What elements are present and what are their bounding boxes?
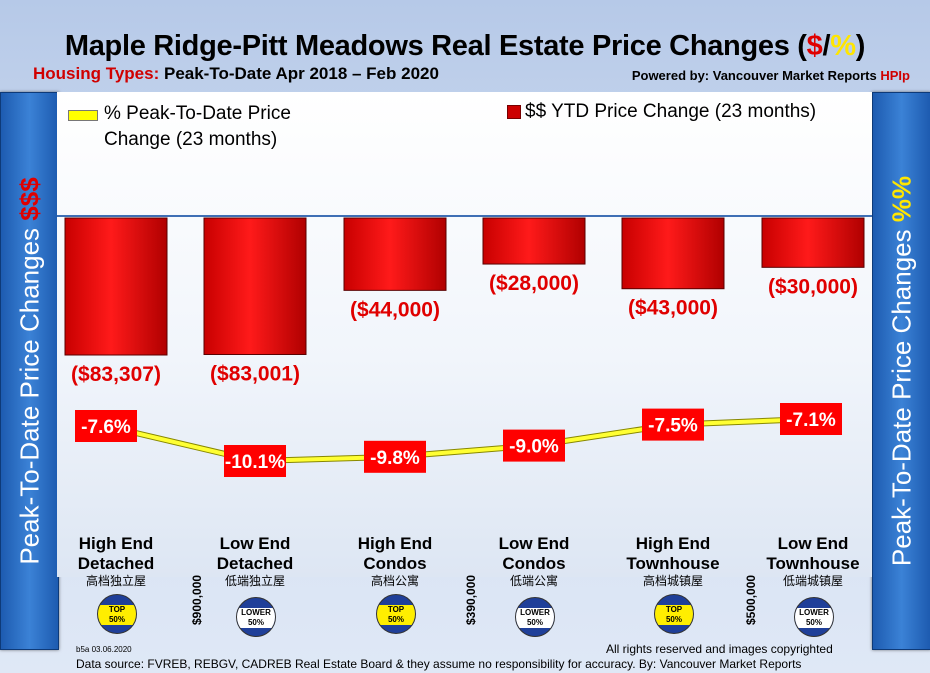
category-label-4: High End Townhouse 高档城镇屋: [608, 534, 738, 588]
bar-0: [64, 217, 168, 356]
lower-50-badge: LOWER 50%: [794, 597, 834, 637]
category-line2: Condos: [502, 554, 566, 573]
pct-label-box-5: [780, 403, 842, 435]
legend-dollar: $$ YTD Price Change (23 months): [507, 99, 816, 125]
badge-text: LOWER 50%: [237, 608, 275, 628]
bar-label-3: ($28,000): [489, 272, 579, 295]
pct-label-5: -7.1%: [786, 410, 836, 431]
threshold-label-condos: $390,000: [464, 574, 478, 625]
legend-line-swatch: [68, 110, 98, 121]
pct-label-box-2: [364, 440, 426, 473]
footer-code: b5a 03.06.2020: [76, 645, 132, 654]
category-label-2: High End Condos 高档公寓: [330, 534, 460, 588]
category-chinese: 低端独立屋: [224, 574, 285, 588]
bar-label-4: ($43,000): [628, 297, 718, 320]
pct-label-box-1: [224, 445, 286, 477]
top-50-badge: TOP 50%: [376, 594, 416, 634]
pct-label-3: -9.0%: [509, 437, 559, 458]
footer-rights: All rights reserved and images copyright…: [606, 642, 833, 656]
bar-3: [482, 217, 586, 265]
pct-label-0: -7.6%: [81, 417, 131, 438]
category-chinese: 高档城镇屋: [642, 574, 703, 588]
category-chinese: 低端公寓: [509, 574, 558, 588]
category-line1: High End: [78, 534, 154, 553]
category-chinese: 高档独立屋: [85, 574, 146, 588]
plot-area: [57, 92, 872, 577]
bar-label-5: ($30,000): [768, 275, 858, 298]
category-line1: Low End: [219, 534, 291, 553]
pct-label-box-3: [503, 429, 565, 462]
category-line2: Detached: [216, 554, 294, 573]
chart-title: Maple Ridge-Pitt Meadows Real Estate Pri…: [64, 30, 866, 62]
threshold-label-townhouse: $500,000: [744, 574, 758, 625]
category-line1: Low End: [498, 534, 570, 553]
category-label-0: High End Detached 高档独立屋: [51, 534, 181, 588]
pct-label-box-4: [642, 408, 704, 441]
category-label-1: Low End Detached 低端独立屋: [190, 534, 320, 588]
category-line2: Detached: [77, 554, 155, 573]
category-line1: High End: [635, 534, 711, 553]
left-axis-banner: Peak-To-Date Price Changes $$$: [0, 92, 59, 650]
pct-label-1: -10.1%: [225, 452, 285, 473]
badge-text: TOP 50%: [98, 605, 136, 625]
legend-bar-swatch: [507, 105, 521, 119]
category-chinese: 高档公寓: [370, 574, 419, 588]
category-line2: Condos: [363, 554, 427, 573]
category-label-5: Low End Townhouse 低端城镇屋: [748, 534, 878, 588]
right-axis-banner: Peak-To-Date Price Changes %%: [872, 92, 930, 650]
top-50-badge: TOP 50%: [654, 594, 694, 634]
category-line2: Townhouse: [766, 554, 860, 573]
category-line2: Townhouse: [626, 554, 720, 573]
badge-text: TOP 50%: [377, 605, 415, 625]
pct-label-2: -9.8%: [370, 448, 420, 469]
threshold-label-detached: $900,000: [190, 574, 204, 625]
lower-50-badge: LOWER 50%: [515, 597, 555, 637]
bar-label-2: ($44,000): [350, 298, 440, 321]
bar-5: [761, 217, 865, 268]
category-line1: Low End: [777, 534, 849, 553]
category-chinese: 低端城镇屋: [782, 574, 843, 588]
category-label-3: Low End Condos 低端公寓: [469, 534, 599, 588]
line-shadow: [103, 416, 814, 464]
footer-source: Data source: FVREB, REBGV, CADREB Real E…: [76, 657, 802, 671]
lower-50-badge: LOWER 50%: [236, 597, 276, 637]
chart-subtitle: Housing Types: Peak-To-Date Apr 2018 – F…: [33, 64, 439, 83]
bar-label-0: ($83,307): [71, 363, 161, 386]
bar-2: [343, 217, 447, 291]
pct-label-4: -7.5%: [648, 416, 698, 437]
badge-text: LOWER 50%: [795, 608, 833, 628]
bar-1: [203, 217, 307, 355]
legend-pct: % Peak-To-Date Price Change (23 months): [68, 101, 324, 153]
badge-text: LOWER 50%: [516, 608, 554, 628]
bar-label-1: ($83,001): [210, 362, 300, 385]
badge-text: TOP 50%: [655, 605, 693, 625]
category-line1: High End: [357, 534, 433, 553]
bar-4: [621, 217, 725, 290]
top-50-badge: TOP 50%: [97, 594, 137, 634]
pct-label-box-0: [75, 410, 137, 442]
powered-by: Powered by: Vancouver Market Reports HPI…: [631, 68, 910, 83]
